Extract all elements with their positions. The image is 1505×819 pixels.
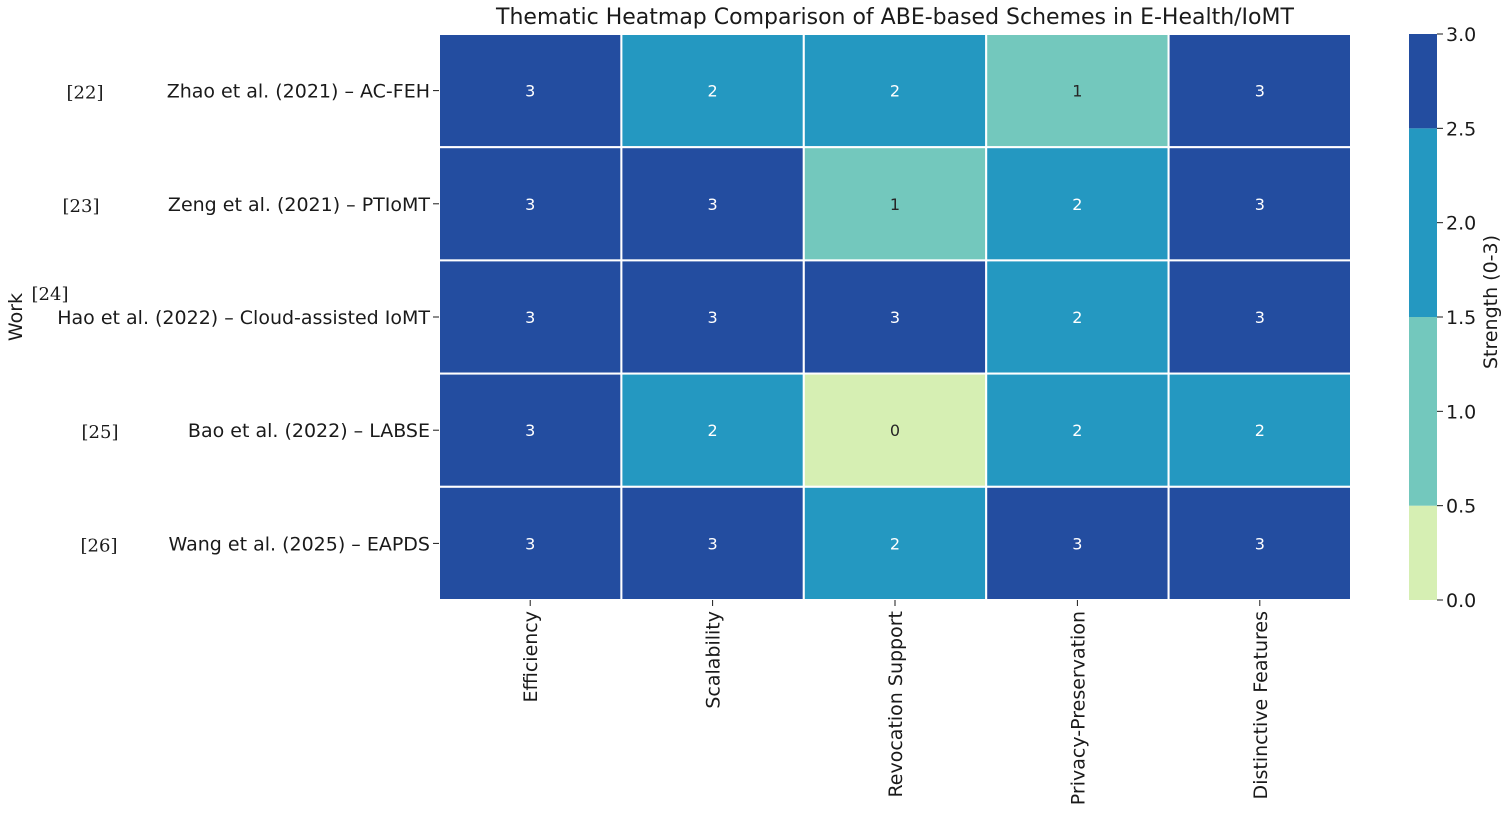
colorbar-label: Strength (0-3) — [1480, 235, 1502, 369]
row-labels: Zhao et al. (2021) – AC-FEH [22] Zeng et a… — [32, 81, 439, 556]
cell-value-label: 2 — [1255, 421, 1265, 440]
colorbar-tick-label: 2.0 — [1446, 213, 1476, 235]
heatmap-cell — [620, 485, 805, 601]
cell-value-label: 1 — [890, 195, 900, 214]
heatmap-cell — [620, 33, 805, 149]
heatmap-cell — [1167, 372, 1352, 488]
row-label: Hao et al. (2022) – Cloud-assisted IoMT — [57, 307, 430, 329]
cell-value-label: 3 — [708, 195, 718, 214]
column-label: Efficiency — [520, 611, 542, 703]
heatmap-cell — [438, 485, 623, 601]
row-reference-label: [25] — [82, 422, 119, 443]
cell-value-label: 3 — [1255, 534, 1265, 553]
cell-value-label: 2 — [1072, 421, 1082, 440]
cell-value-label: 2 — [890, 82, 900, 101]
heatmap-cell — [438, 33, 623, 149]
row-reference-label: [23] — [63, 196, 100, 217]
colorbar-tick-label: 3.0 — [1446, 24, 1476, 46]
cell-value-label: 0 — [890, 421, 900, 440]
colorbar-tick-label: 0.0 — [1446, 590, 1476, 612]
heatmap-cell — [1167, 485, 1352, 601]
cell-value-label: 3 — [890, 308, 900, 327]
row-label: Zhao et al. (2021) – AC-FEH — [167, 81, 430, 103]
heatmap-cell — [620, 372, 805, 488]
cell-value-label: 2 — [890, 534, 900, 553]
cell-value-label: 3 — [1072, 534, 1082, 553]
colorbar-tick-label: 0.5 — [1446, 496, 1476, 518]
column-labels: Efficiency Scalability Revocation Support P… — [520, 600, 1272, 805]
heatmap-cell — [985, 372, 1170, 488]
colorbar: 0.0 0.5 1.0 1.5 2.0 2.5 3.0 — [1409, 24, 1476, 612]
colorbar-segment — [1409, 128, 1437, 317]
cell-value-label: 2 — [708, 421, 718, 440]
cell-value-label: 2 — [1072, 195, 1082, 214]
colorbar-segment — [1409, 505, 1437, 600]
row-label: Bao et al. (2022) – LABSE — [188, 420, 430, 442]
colorbar-tick-label: 2.5 — [1446, 118, 1476, 140]
colorbar-segment — [1409, 34, 1437, 129]
cell-value-label: 3 — [708, 534, 718, 553]
cell-value-label: 2 — [708, 82, 718, 101]
colorbar-tick-label: 1.0 — [1446, 401, 1476, 423]
column-label: Scalability — [703, 611, 725, 709]
heatmap-cells: 3 2 2 1 3 3 3 1 2 3 3 3 3 2 3 3 2 0 2 2 3 3 2 3 3 — [438, 33, 1352, 601]
heatmap-cell — [802, 146, 988, 262]
cell-value-label: 3 — [525, 534, 535, 553]
colorbar-tick-label: 1.5 — [1446, 307, 1476, 329]
heatmap-cell — [802, 33, 988, 149]
y-axis-label: Work — [5, 293, 27, 341]
cell-value-label: 2 — [1072, 308, 1082, 327]
cell-value-label: 3 — [525, 195, 535, 214]
cell-value-label: 3 — [1255, 82, 1265, 101]
cell-value-label: 3 — [708, 308, 718, 327]
row-reference-label: [24] — [32, 284, 69, 305]
heatmap-cell — [802, 372, 988, 488]
column-label: Privacy-Preservation — [1067, 611, 1089, 805]
cell-value-label: 3 — [525, 421, 535, 440]
cell-value-label: 3 — [525, 308, 535, 327]
row-label: Zeng et al. (2021) – PTIoMT — [168, 194, 430, 216]
heatmap-cell — [1167, 259, 1352, 375]
cell-value-label: 3 — [1255, 308, 1265, 327]
heatmap-cell — [802, 485, 988, 601]
cell-value-label: 3 — [525, 82, 535, 101]
row-label: Wang et al. (2025) – EAPDS — [169, 533, 430, 555]
chart-title: Thematic Heatmap Comparison of ABE-based… — [495, 5, 1294, 30]
column-label: Distinctive Features — [1250, 611, 1272, 799]
cell-value-label: 1 — [1072, 82, 1082, 101]
colorbar-segment — [1409, 317, 1437, 506]
heatmap-cell — [620, 259, 805, 375]
column-label: Revocation Support — [885, 611, 907, 798]
cell-value-label: 3 — [1255, 195, 1265, 214]
heatmap-cell — [1167, 146, 1352, 262]
heatmap-cell — [985, 259, 1170, 375]
row-reference-label: [22] — [67, 83, 104, 104]
heatmap-cell — [438, 146, 623, 262]
row-reference-label: [26] — [81, 535, 118, 556]
heatmap-cell — [985, 33, 1170, 149]
